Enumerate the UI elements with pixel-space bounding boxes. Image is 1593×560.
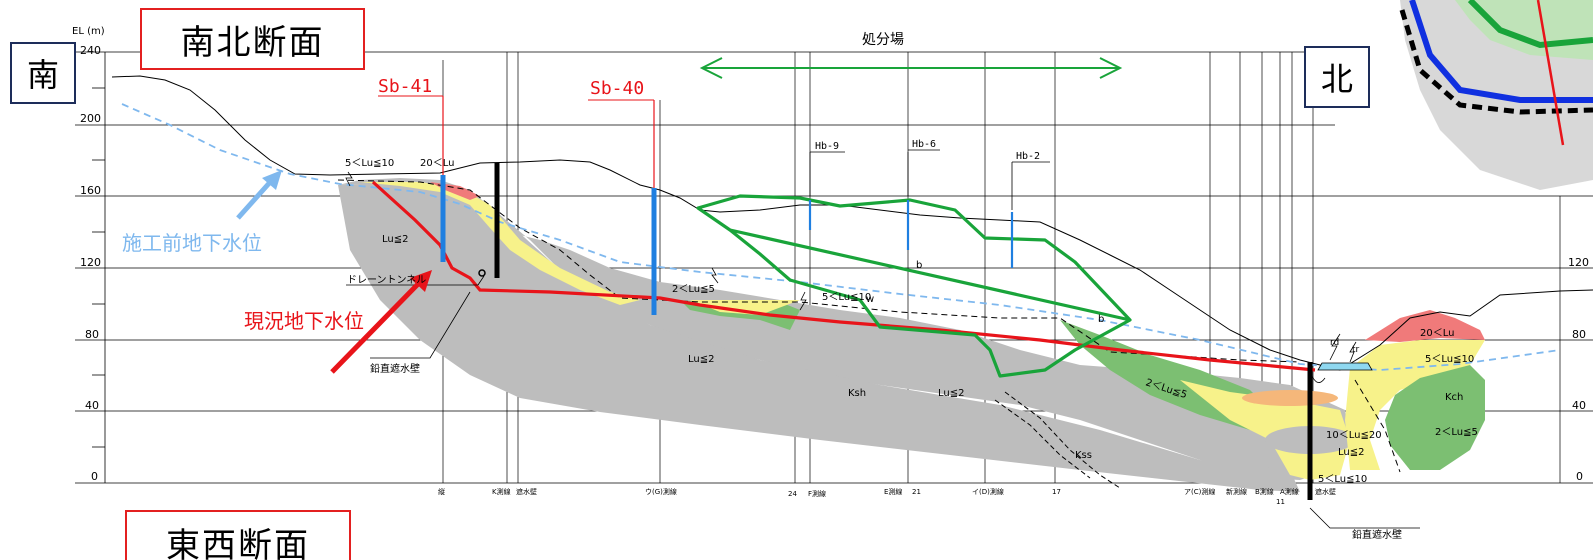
survey-line-3: 遮水壁 [516,487,537,496]
zone-lu-2-5-mid: 2＜Lu≦5 [672,284,715,295]
zone-lu-5-10-top: 5＜Lu≦10 [345,158,394,169]
right-tick-120: 120 [1568,256,1589,269]
boreholes [440,96,1050,315]
survey-line-2: K測線 [492,487,511,496]
cutoff-wall-bottom-label: 鉛直遮水壁 [1352,528,1402,541]
borehole-labels: Sb-41 Sb-40 Hb-9 Hb-6 Hb-2 [378,76,1040,162]
borehole-hb6: Hb-6 [912,139,936,150]
borehole-hb2: Hb-2 [1016,151,1040,162]
red-zone-north [1365,310,1485,342]
tick-160: 160 [80,184,101,197]
zone-labels: 5＜Lu≦10 20＜Lu Lu≦2 2＜Lu≦5 5＜Lu≦10 Lu≦2 K… [345,158,1478,485]
direction-north: 北 [1304,46,1370,108]
zone-lu-le2-left: Lu≦2 [382,234,408,245]
survey-line-12: 新測線 [1226,487,1247,496]
right-tick-40: 40 [1572,399,1586,412]
tick-80: 80 [85,328,99,341]
zone-lu-20-top: 20＜Lu [420,158,454,169]
leader-lines [345,171,1420,529]
drain-tunnel [478,269,486,277]
zone-lu-2-5-north: 2＜Lu≦5 [1435,427,1478,438]
zone-w: w [866,294,874,305]
yellow-zone-left [360,182,640,305]
tick-240: 240 [80,44,101,57]
survey-line-15: 遮水壁 [1315,487,1336,496]
zone-lu-5-10-bottom: 5＜Lu≦10 [1318,474,1367,485]
survey-line-4: ウ(G)測線 [645,487,677,496]
tick-40: 40 [85,399,99,412]
yellow-zone-mid [690,300,800,315]
annotation-arrows [236,170,432,374]
pre-construction-gw-label: 施工前地下水位 [122,231,262,255]
drain-tunnel-label: ドレーントンネル [347,274,426,286]
survey-line-9: イ(D)測線 [972,487,1004,496]
borehole-sb40: Sb-40 [590,78,644,99]
axis-unit-label: EL (m) [72,26,105,37]
survey-line-10: 17 [1052,488,1061,496]
axis-labels: EL (m) 240 200 160 120 80 40 0 120 80 40… [72,26,1589,483]
right-tick-80: 80 [1572,328,1586,341]
survey-line-7: E測線 [884,487,902,496]
zone-b2: b [1098,314,1104,325]
tick-200: 200 [80,112,101,125]
legend-labels: 施工前地下水位 現況地下水位 ドレーントンネル 鉛直遮水壁 鉛直遮水壁 [122,231,1402,541]
zone-lu-20-north: 20＜Lu [1420,328,1454,339]
zone-kss: Kss [1075,450,1092,461]
zone-lu-10-20: 10＜Lu≦20 [1326,430,1382,441]
zone-lu-le2-north: Lu≦2 [1338,447,1364,458]
tick-0: 0 [91,470,98,483]
section-title-north-south: 南北断面 [140,8,365,70]
cutoff-walls [494,163,1313,500]
section-title-east-west: 東西断面 [125,510,351,560]
survey-line-11: ア(C)測線 [1184,487,1215,496]
current-gw-label: 現況地下水位 [244,309,364,333]
cross-section-diagram: EL (m) 240 200 160 120 80 40 0 120 80 40… [72,0,1593,541]
survey-line-13: B測線 [1255,487,1274,496]
survey-line-6: F測線 [808,489,826,498]
tick-120: 120 [80,256,101,269]
zone-lu-5-10-north: 5＜Lu≦10 [1425,354,1474,365]
drainage-structures [1311,333,1373,383]
landfill-outline [696,194,1132,378]
survey-line-5: 24 [788,490,797,498]
direction-south: 南 [10,42,76,104]
green-zone-north [1385,365,1485,470]
zone-lu-le2-center: Lu≦2 [688,354,714,365]
map-inset [1393,0,1593,190]
landfill-extent-arrow [699,57,1123,79]
zone-lu-le2-right: Lu≦2 [938,388,964,399]
survey-line-8: 21 [912,488,921,496]
zone-b1: b [916,260,922,271]
zone-rd: rd [1330,338,1339,348]
survey-line-labels: 縦 K測線 遮水壁 ウ(G)測線 24 F測線 E測線 21 イ(D)測線 17… [438,487,1336,506]
pre-construction-groundwater-line [121,103,1561,371]
current-groundwater-line [371,180,1316,372]
borehole-sb41: Sb-41 [378,76,432,97]
right-tick-0: 0 [1576,470,1583,483]
survey-line-14: A測線 [1280,487,1299,496]
zone-ksh: Ksh [848,388,866,399]
zone-tr: tr [1352,345,1360,355]
zone-lu-5-10-mid: 5＜Lu≦10 [822,292,871,303]
orange-zone [1242,390,1338,406]
borehole-hb9: Hb-9 [815,141,839,152]
landfill-label: 処分場 [862,32,904,48]
survey-line-1: 縦 [438,487,445,496]
cutoff-wall-label: 鉛直遮水壁 [370,362,420,375]
zone-kch: Kch [1445,392,1463,403]
survey-line-16: 11 [1276,498,1285,506]
gray-rock-zone [338,178,1350,480]
